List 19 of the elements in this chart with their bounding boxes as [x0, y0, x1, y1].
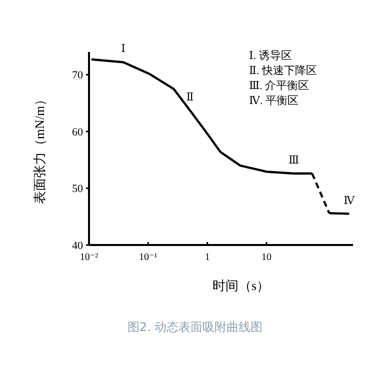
y-axis-title: 表面张力（mN/m） [32, 92, 47, 204]
x-tick-label: 1 [204, 252, 210, 263]
x-tick-label: 10⁻² [80, 252, 98, 263]
annotation: Ⅰ [121, 43, 126, 56]
annotation: Ⅰ. 诱导区 [249, 49, 292, 62]
annotation: Ⅲ [288, 154, 300, 166]
y-tick-label: 70 [72, 70, 84, 82]
text: 图2. 动态表面吸附曲线图 [127, 320, 263, 334]
y-tick-label: 40 [72, 240, 84, 252]
annotation: Ⅱ [186, 91, 194, 104]
annotation: Ⅲ. 介平衡区 [249, 80, 310, 92]
x-tick-label: 10⁻¹ [139, 252, 158, 263]
x-axis-title: 时间（s） [212, 278, 270, 293]
annotation: Ⅳ. 平衡区 [249, 95, 298, 107]
annotation: Ⅱ. 快速下降区 [249, 64, 317, 77]
x-tick-label: 10 [261, 252, 272, 263]
annotation: Ⅳ [344, 194, 356, 207]
y-tick-label: 60 [72, 126, 84, 138]
y-tick-label: 50 [72, 183, 84, 196]
